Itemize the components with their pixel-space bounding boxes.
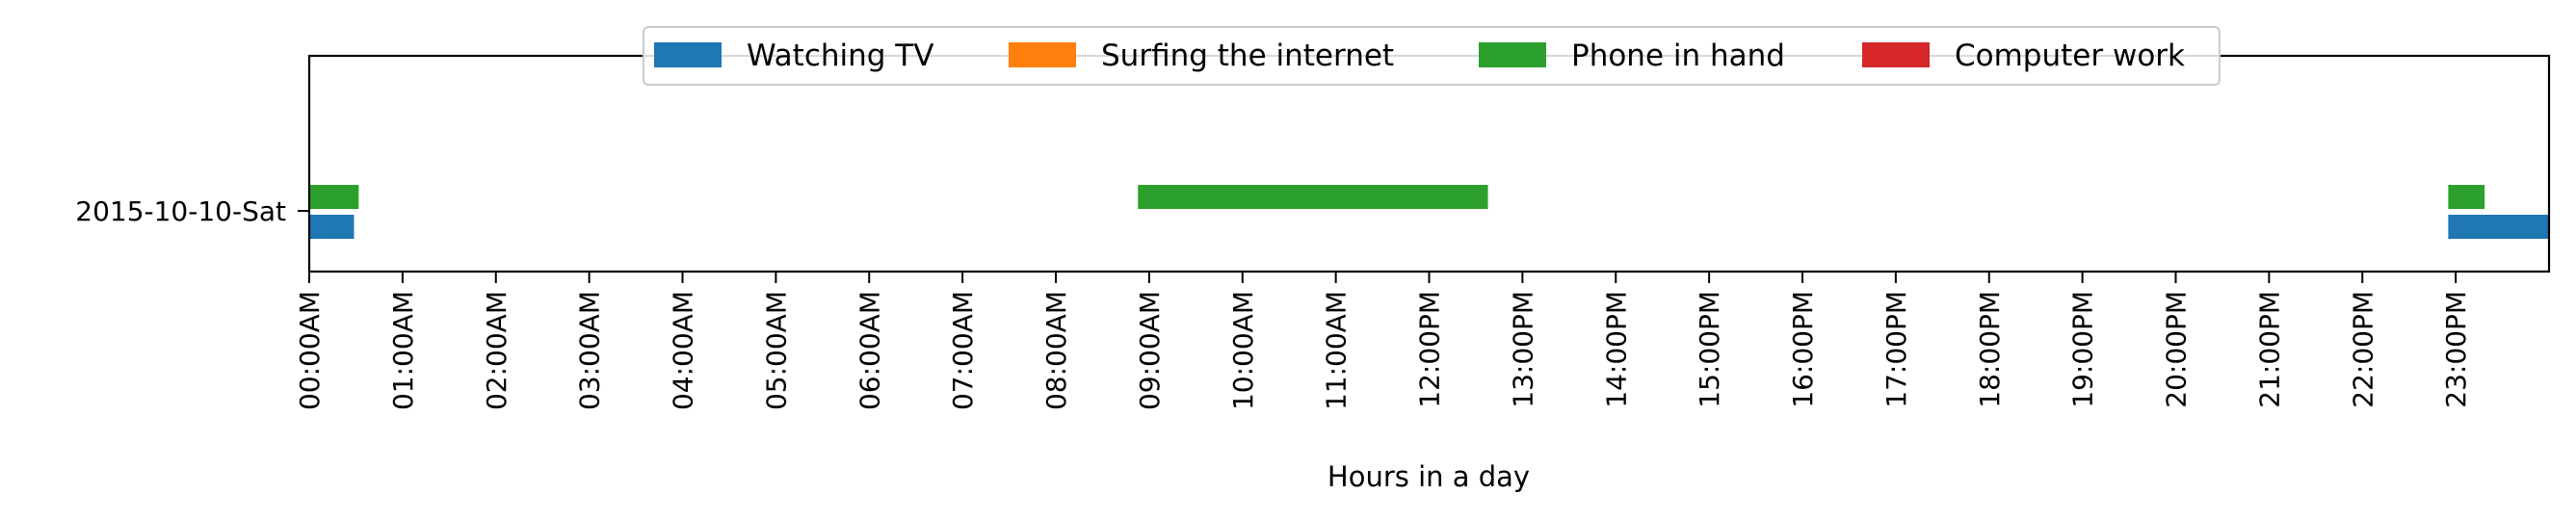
- y-axis: 2015-10-10-Sat: [75, 195, 309, 227]
- legend-box: [643, 26, 2221, 86]
- legend-swatch: [1479, 42, 1546, 67]
- x-tick-label: 00:00AM: [294, 291, 326, 410]
- x-tick-label: 13:00PM: [1507, 291, 1538, 408]
- x-tick-label: 03:00AM: [574, 291, 606, 410]
- x-tick-label: 15:00PM: [1694, 291, 1725, 408]
- x-axis: 00:00AM 01:00AM 02:00AM 03:00AM 04:00AM 05:00…: [294, 272, 2472, 410]
- bar-phone-in-hand-1: [1138, 185, 1488, 209]
- legend-swatch: [654, 42, 722, 67]
- x-tick-label: 01:00AM: [387, 291, 419, 410]
- legend-label: Surfing the internet: [1101, 39, 1394, 73]
- x-tick-label: 04:00AM: [668, 291, 699, 410]
- x-tick-label: 10:00AM: [1227, 291, 1259, 410]
- x-tick-label: 20:00PM: [2161, 291, 2193, 408]
- x-tick-label: 17:00PM: [1880, 291, 1912, 408]
- x-tick-label: 07:00AM: [947, 291, 979, 410]
- x-tick-label: 06:00AM: [854, 291, 885, 410]
- bars-layer: [309, 185, 2549, 239]
- x-tick-label: 02:00AM: [481, 291, 513, 410]
- bar-watching-tv-1: [2448, 215, 2549, 239]
- legend-label: Computer work: [1955, 39, 2185, 73]
- x-tick-label: 09:00AM: [1134, 291, 1166, 410]
- x-tick-label: 16:00PM: [1787, 291, 1819, 408]
- x-tick-label: 12:00PM: [1414, 291, 1446, 408]
- x-tick-label: 22:00PM: [2347, 291, 2379, 408]
- bar-watching-tv-0: [309, 215, 355, 239]
- legend-label: Watching TV: [747, 39, 933, 73]
- x-axis-label: Hours in a day: [1327, 460, 1530, 493]
- legend-label: Phone in hand: [1571, 39, 1785, 73]
- plot-frame: [307, 54, 2551, 273]
- x-tick-label: 18:00PM: [1974, 291, 2006, 408]
- x-tick-label: 23:00PM: [2440, 291, 2472, 408]
- bar-phone-in-hand-2: [2448, 185, 2485, 209]
- bar-phone-in-hand-0: [309, 185, 359, 209]
- x-tick-label: 19:00PM: [2067, 291, 2099, 408]
- x-tick-label: 14:00PM: [1600, 291, 1632, 408]
- legend: Watching TV Surfing the internet Phone in …: [643, 26, 2221, 86]
- x-tick-label: 11:00AM: [1321, 291, 1353, 410]
- x-tick-label: 08:00AM: [1040, 291, 1072, 410]
- x-tick-label: 05:00AM: [760, 291, 792, 410]
- y-tick-label: 2015-10-10-Sat: [75, 195, 286, 227]
- legend-swatch: [1009, 42, 1076, 67]
- legend-swatch: [1862, 42, 1930, 67]
- x-tick-label: 21:00PM: [2253, 291, 2285, 408]
